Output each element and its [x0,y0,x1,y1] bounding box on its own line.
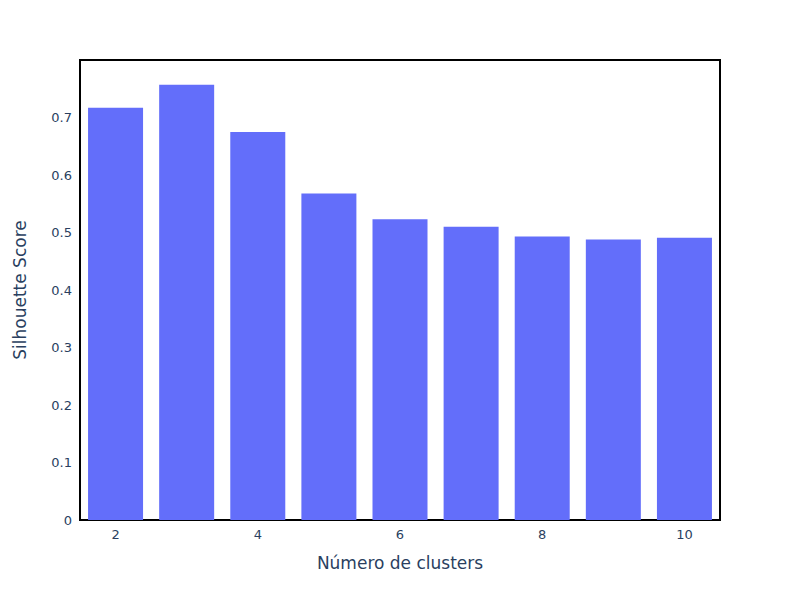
svg-text:0.3: 0.3 [51,340,72,355]
svg-text:0.1: 0.1 [51,455,72,470]
svg-text:0: 0 [64,513,72,528]
svg-text:6: 6 [396,527,404,542]
svg-text:0.7: 0.7 [51,110,72,125]
svg-text:Silhouette Score: Silhouette Score [10,220,30,359]
svg-text:8: 8 [538,527,546,542]
svg-text:2: 2 [111,527,119,542]
svg-text:0.4: 0.4 [51,283,72,298]
svg-text:0.2: 0.2 [51,398,72,413]
svg-text:10: 10 [676,527,693,542]
svg-text:Número de clusters: Número de clusters [317,553,483,573]
svg-text:0.5: 0.5 [51,225,72,240]
svg-text:0.6: 0.6 [51,168,72,183]
svg-text:4: 4 [254,527,262,542]
